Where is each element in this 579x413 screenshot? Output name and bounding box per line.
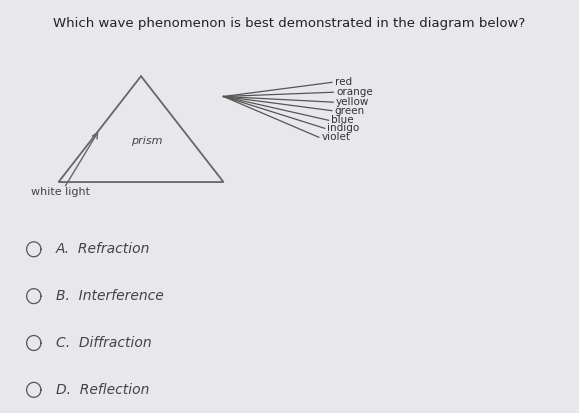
Text: white light: white light: [31, 187, 90, 197]
Text: blue: blue: [331, 115, 354, 125]
Text: yellow: yellow: [336, 97, 369, 107]
Text: B.  Interference: B. Interference: [56, 289, 163, 303]
Text: C.  Diffraction: C. Diffraction: [56, 336, 152, 350]
Text: indigo: indigo: [328, 123, 360, 133]
Text: orange: orange: [336, 87, 373, 97]
Text: red: red: [335, 77, 351, 87]
Text: violet: violet: [321, 132, 350, 142]
Text: A.  Refraction: A. Refraction: [56, 242, 150, 256]
Text: Which wave phenomenon is best demonstrated in the diagram below?: Which wave phenomenon is best demonstrat…: [53, 17, 526, 30]
Text: prism: prism: [131, 136, 162, 146]
Text: green: green: [335, 106, 365, 116]
Text: D.  Reflection: D. Reflection: [56, 383, 149, 397]
